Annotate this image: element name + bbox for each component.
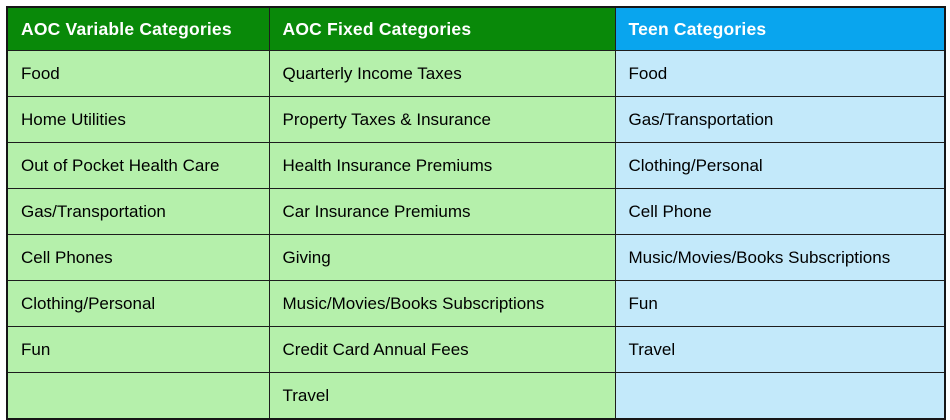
cell-aoc-variable-3: Gas/Transportation <box>6 188 270 235</box>
cell-aoc-variable-5: Clothing/Personal <box>6 280 270 327</box>
cell-aoc-variable-2: Out of Pocket Health Care <box>6 142 270 189</box>
table-row: Gas/Transportation Car Insurance Premium… <box>6 188 946 235</box>
cell-teen-1: Gas/Transportation <box>614 96 946 143</box>
categories-table: AOC Variable Categories AOC Fixed Catego… <box>6 6 946 420</box>
table-row: Food Quarterly Income Taxes Food <box>6 50 946 97</box>
table-row: Travel <box>6 372 946 420</box>
cell-aoc-fixed-2: Health Insurance Premiums <box>268 142 616 189</box>
column-header-aoc-variable: AOC Variable Categories <box>6 6 270 51</box>
cell-aoc-fixed-3: Car Insurance Premiums <box>268 188 616 235</box>
cell-aoc-fixed-1: Property Taxes & Insurance <box>268 96 616 143</box>
cell-aoc-variable-6: Fun <box>6 326 270 373</box>
cell-aoc-variable-1: Home Utilities <box>6 96 270 143</box>
cell-teen-0: Food <box>614 50 946 97</box>
cell-teen-2: Clothing/Personal <box>614 142 946 189</box>
header-row: AOC Variable Categories AOC Fixed Catego… <box>6 6 946 51</box>
column-header-aoc-fixed: AOC Fixed Categories <box>268 6 616 51</box>
table-row: Out of Pocket Health Care Health Insuran… <box>6 142 946 189</box>
cell-aoc-fixed-4: Giving <box>268 234 616 281</box>
cell-teen-5: Fun <box>614 280 946 327</box>
cell-teen-3: Cell Phone <box>614 188 946 235</box>
cell-aoc-fixed-7: Travel <box>268 372 616 420</box>
cell-aoc-fixed-6: Credit Card Annual Fees <box>268 326 616 373</box>
cell-aoc-variable-4: Cell Phones <box>6 234 270 281</box>
cell-aoc-fixed-5: Music/Movies/Books Subscriptions <box>268 280 616 327</box>
table-row: Cell Phones Giving Music/Movies/Books Su… <box>6 234 946 281</box>
cell-teen-4: Music/Movies/Books Subscriptions <box>614 234 946 281</box>
table-row: Fun Credit Card Annual Fees Travel <box>6 326 946 373</box>
cell-aoc-variable-7 <box>6 372 270 420</box>
cell-teen-6: Travel <box>614 326 946 373</box>
cell-aoc-variable-0: Food <box>6 50 270 97</box>
cell-aoc-fixed-0: Quarterly Income Taxes <box>268 50 616 97</box>
table-row: Clothing/Personal Music/Movies/Books Sub… <box>6 280 946 327</box>
table-row: Home Utilities Property Taxes & Insuranc… <box>6 96 946 143</box>
categories-table-container: AOC Variable Categories AOC Fixed Catego… <box>6 6 946 420</box>
column-header-teen: Teen Categories <box>614 6 946 51</box>
cell-teen-7 <box>614 372 946 420</box>
